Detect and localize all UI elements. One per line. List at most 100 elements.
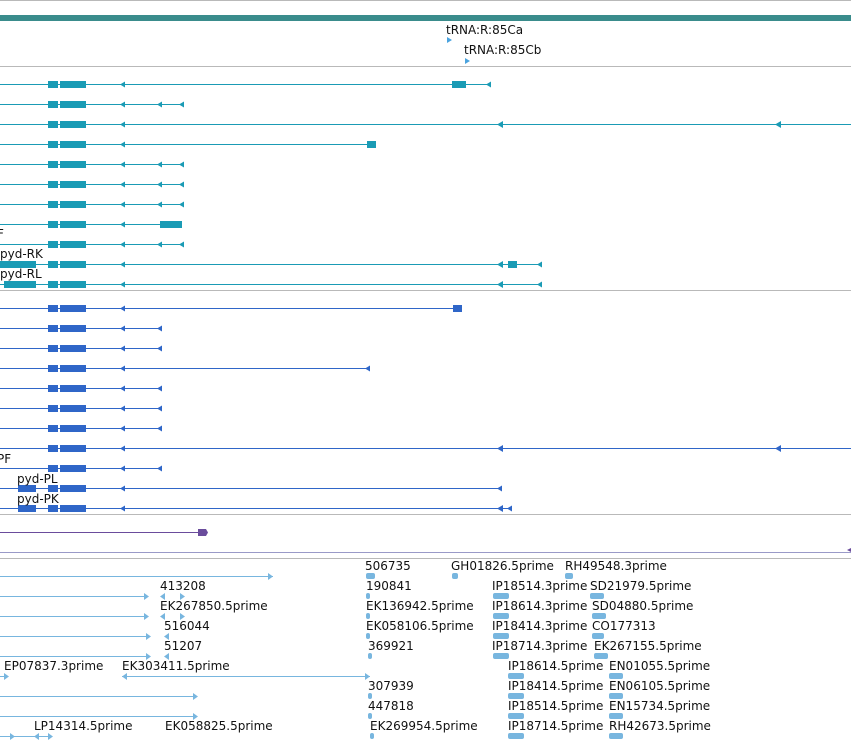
exon-block[interactable] xyxy=(453,305,462,312)
est-block[interactable] xyxy=(590,593,604,599)
exon-block[interactable] xyxy=(48,141,58,148)
est-arrow[interactable] xyxy=(180,613,185,620)
est-arrow[interactable] xyxy=(48,733,53,740)
exon-block[interactable] xyxy=(48,505,58,512)
est-block[interactable] xyxy=(565,573,573,579)
est-block[interactable] xyxy=(366,633,370,639)
est-block[interactable] xyxy=(452,573,458,579)
est-arrow[interactable] xyxy=(122,673,127,680)
feature-block[interactable] xyxy=(198,529,208,536)
exon-block[interactable] xyxy=(60,485,86,492)
exon-tip[interactable] xyxy=(497,261,503,268)
est-block[interactable] xyxy=(368,693,372,699)
exon-block[interactable] xyxy=(48,161,58,168)
exon-block[interactable] xyxy=(48,485,58,492)
est-block[interactable] xyxy=(609,713,623,719)
est-arrow[interactable] xyxy=(193,713,198,720)
exon-block[interactable] xyxy=(48,261,58,268)
est-arrow[interactable] xyxy=(164,633,169,640)
exon-block[interactable] xyxy=(452,81,466,88)
exon-tip[interactable] xyxy=(497,505,503,512)
exon-block[interactable] xyxy=(60,325,86,332)
exon-tip[interactable] xyxy=(775,121,781,128)
exon-block[interactable] xyxy=(60,261,86,268)
exon-block[interactable] xyxy=(60,425,86,432)
exon-block[interactable] xyxy=(60,201,86,208)
exon-block[interactable] xyxy=(18,505,36,512)
exon-block[interactable] xyxy=(60,445,86,452)
est-block[interactable] xyxy=(609,673,623,679)
est-arrow[interactable] xyxy=(34,733,39,740)
est-arrow[interactable] xyxy=(144,593,149,600)
est-arrow[interactable] xyxy=(160,613,165,620)
exon-block[interactable] xyxy=(48,425,58,432)
exon-block[interactable] xyxy=(60,181,86,188)
est-arrow[interactable] xyxy=(144,613,149,620)
exon-block[interactable] xyxy=(60,365,86,372)
est-block[interactable] xyxy=(594,653,608,659)
exon-block[interactable] xyxy=(60,221,86,228)
exon-block[interactable] xyxy=(367,141,376,148)
exon-block[interactable] xyxy=(60,121,86,128)
est-block[interactable] xyxy=(508,733,524,739)
est-block[interactable] xyxy=(366,573,375,579)
est-block[interactable] xyxy=(493,593,509,599)
exon-block[interactable] xyxy=(18,485,36,492)
scaffold-bar[interactable] xyxy=(0,15,851,21)
est-block[interactable] xyxy=(508,673,524,679)
exon-tip[interactable] xyxy=(775,445,781,452)
est-block[interactable] xyxy=(592,633,604,639)
exon-block[interactable] xyxy=(60,345,86,352)
est-block[interactable] xyxy=(493,613,509,619)
exon-block[interactable] xyxy=(48,101,58,108)
exon-tip[interactable] xyxy=(497,281,503,288)
exon-block[interactable] xyxy=(60,465,86,472)
exon-block[interactable] xyxy=(60,405,86,412)
est-arrow[interactable] xyxy=(164,653,169,660)
exon-block[interactable] xyxy=(48,385,58,392)
est-arrow[interactable] xyxy=(268,573,273,580)
exon-block[interactable] xyxy=(48,445,58,452)
exon-block[interactable] xyxy=(60,505,86,512)
est-block[interactable] xyxy=(370,733,374,739)
est-block[interactable] xyxy=(508,713,524,719)
exon-block[interactable] xyxy=(60,161,86,168)
est-block[interactable] xyxy=(368,713,372,719)
est-block[interactable] xyxy=(493,633,509,639)
est-arrow[interactable] xyxy=(160,593,165,600)
est-block[interactable] xyxy=(493,653,509,659)
exon-block[interactable] xyxy=(48,221,58,228)
est-block[interactable] xyxy=(366,593,370,599)
exon-block[interactable] xyxy=(48,345,58,352)
exon-block[interactable] xyxy=(48,365,58,372)
exon-block[interactable] xyxy=(60,281,86,288)
exon-block[interactable] xyxy=(48,325,58,332)
exon-block[interactable] xyxy=(48,405,58,412)
exon-block[interactable] xyxy=(48,181,58,188)
exon-tip[interactable] xyxy=(497,445,503,452)
est-block[interactable] xyxy=(592,613,606,619)
est-arrow[interactable] xyxy=(10,733,15,740)
est-arrow[interactable] xyxy=(146,653,151,660)
exon-block[interactable] xyxy=(60,81,86,88)
est-arrow[interactable] xyxy=(146,633,151,640)
exon-block[interactable] xyxy=(48,81,58,88)
exon-block[interactable] xyxy=(60,101,86,108)
est-arrow[interactable] xyxy=(180,593,185,600)
exon-block[interactable] xyxy=(160,221,182,228)
exon-block[interactable] xyxy=(48,465,58,472)
exon-block[interactable] xyxy=(60,305,86,312)
est-arrow[interactable] xyxy=(365,673,370,680)
exon-block[interactable] xyxy=(60,385,86,392)
trna-feature[interactable] xyxy=(447,37,452,43)
exon-block[interactable] xyxy=(508,261,517,268)
exon-block[interactable] xyxy=(48,201,58,208)
exon-block[interactable] xyxy=(48,241,58,248)
est-block[interactable] xyxy=(368,653,372,659)
exon-tip[interactable] xyxy=(497,121,503,128)
est-block[interactable] xyxy=(609,693,623,699)
est-arrow[interactable] xyxy=(193,693,198,700)
exon-block[interactable] xyxy=(60,241,86,248)
est-block[interactable] xyxy=(508,693,524,699)
est-arrow[interactable] xyxy=(4,673,9,680)
